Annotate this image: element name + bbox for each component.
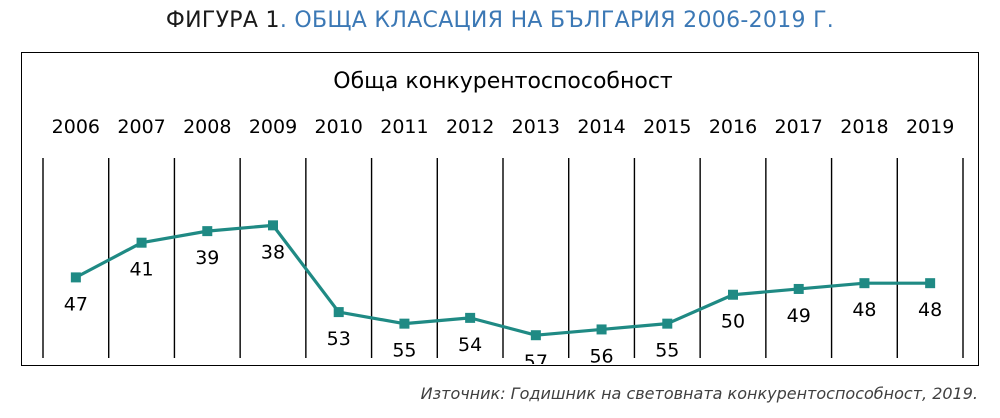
data-label-2007: 41	[129, 259, 153, 281]
x-tick-label-2015: 2015	[643, 116, 691, 138]
figure-title-prefix: ФИГУРА 1	[165, 8, 280, 33]
x-tick-label-2009: 2009	[249, 116, 297, 138]
data-point-2018	[859, 278, 870, 289]
data-point-2012	[465, 312, 476, 323]
data-point-2010	[333, 307, 344, 318]
source-note: Източник: Годишник на световната конкуре…	[420, 384, 978, 403]
data-point-2013	[530, 330, 541, 341]
x-tick-label-2017: 2017	[775, 116, 823, 138]
x-tick-label-2008: 2008	[183, 116, 231, 138]
x-tick-label-2019: 2019	[906, 116, 954, 138]
data-point-2014	[596, 324, 607, 335]
data-point-2017	[793, 283, 804, 294]
data-label-2008: 39	[195, 247, 219, 269]
x-tick-label-2007: 2007	[117, 116, 165, 138]
x-tick-label-2018: 2018	[840, 116, 888, 138]
data-point-2006	[70, 272, 81, 283]
line-chart: Обща конкурентоспособност 2006 2007 2008 200…	[42, 69, 964, 364]
data-label-2012: 54	[458, 334, 482, 356]
data-label-2006: 47	[64, 293, 88, 315]
data-label-2010: 53	[327, 328, 351, 350]
chart-frame: Обща конкурентоспособност 2006 2007 2008 200…	[21, 52, 979, 366]
x-tick-label-2011: 2011	[380, 116, 428, 138]
data-label-2015: 55	[655, 340, 679, 362]
chart-title: Обща конкурентоспособност	[333, 69, 673, 94]
figure-title: ФИГУРА 1. ОБЩА КЛАСАЦИЯ НА БЪЛГАРИЯ 2006…	[0, 8, 1000, 33]
data-point-2009	[268, 220, 278, 231]
x-tick-label-2013: 2013	[512, 116, 560, 138]
data-point-2007	[136, 237, 147, 248]
x-tick-label-2006: 2006	[52, 116, 100, 138]
data-label-2013: 57	[524, 351, 548, 364]
series-line	[75, 223, 931, 337]
data-point-2015	[662, 318, 673, 329]
x-tick-label-2016: 2016	[709, 116, 757, 138]
data-point-2008	[202, 226, 213, 237]
data-point-2016	[728, 289, 738, 300]
x-tick-label-2012: 2012	[446, 116, 494, 138]
data-point-2019	[925, 278, 936, 289]
data-label-2016: 50	[721, 311, 745, 333]
figure-title-text: . ОБЩА КЛАСАЦИЯ НА БЪЛГАРИЯ 2006-2019 Г.	[279, 8, 835, 33]
data-label-2014: 56	[589, 345, 613, 364]
x-tick-label-2014: 2014	[577, 116, 625, 138]
data-label-2009: 38	[261, 241, 285, 263]
data-label-2018: 48	[852, 299, 876, 321]
data-label-2011: 55	[392, 340, 416, 362]
x-tick-label-2010: 2010	[315, 116, 363, 138]
data-point-2011	[399, 318, 410, 329]
data-label-2019: 48	[918, 299, 942, 321]
data-label-2017: 49	[787, 305, 811, 327]
